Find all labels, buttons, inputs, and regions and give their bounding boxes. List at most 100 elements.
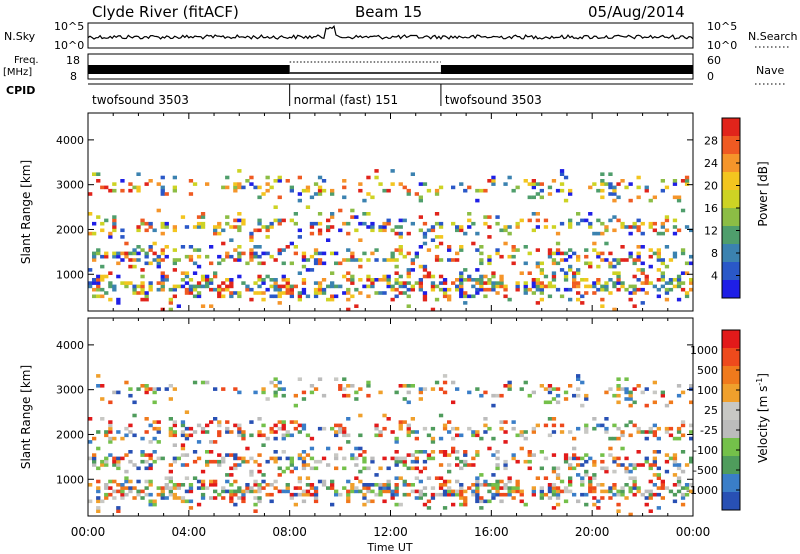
heatmap-cell: [459, 483, 464, 487]
heatmap-cell: [108, 400, 113, 405]
heatmap-cell: [499, 281, 504, 285]
heatmap-cell: [576, 393, 581, 398]
heatmap-cell: [277, 221, 282, 226]
heatmap-cell: [568, 254, 573, 259]
heatmap-cell: [463, 450, 468, 454]
heatmap-cell: [418, 496, 423, 500]
heatmap-cell: [547, 489, 553, 494]
heatmap-cell: [309, 221, 315, 226]
heatmap-cell: [576, 281, 581, 285]
heatmap-cell: [188, 489, 194, 494]
heatmap-cell: [491, 496, 496, 500]
heatmap-cell: [467, 463, 472, 467]
heatmap-cell: [152, 251, 157, 256]
heatmap-cell: [600, 284, 605, 289]
heatmap-cell: [330, 192, 335, 196]
heatmap-cell: [140, 384, 145, 388]
heatmap-cell: [217, 492, 222, 497]
heatmap-cell: [604, 182, 609, 186]
heatmap-cell: [624, 456, 629, 461]
heatmap-cell: [418, 195, 423, 200]
heatmap-cell: [217, 225, 222, 229]
heatmap-cell: [414, 450, 419, 454]
heatmap-cell: [321, 261, 327, 266]
heatmap-cell: [572, 436, 577, 441]
heatmap-cell: [132, 264, 137, 269]
heatmap-cell: [576, 268, 581, 272]
heatmap-cell: [342, 274, 347, 279]
heatmap-cell: [108, 297, 113, 302]
heatmap-cell: [108, 235, 113, 239]
heatmap-cell: [624, 496, 629, 500]
heatmap-cell: [680, 450, 686, 454]
heatmap-cell: [289, 241, 294, 246]
time-axis-label: Time UT: [366, 541, 412, 554]
heatmap-cell: [326, 486, 331, 490]
heatmap-cell: [184, 410, 190, 414]
heatmap-cell: [592, 463, 597, 467]
heatmap-cell: [551, 251, 557, 256]
heatmap-cell: [471, 278, 476, 282]
power-colorbar-label: Power [dB]: [756, 161, 770, 226]
heatmap-cell: [180, 271, 186, 275]
heatmap-cell: [616, 271, 621, 275]
heatmap-cell: [374, 175, 379, 180]
heatmap-cell: [233, 502, 238, 507]
heatmap-cell: [616, 195, 621, 200]
heatmap-cell: [535, 264, 540, 269]
heatmap-cell: [108, 426, 113, 431]
heatmap-cell: [281, 261, 286, 266]
heatmap-cell: [604, 281, 609, 285]
heatmap-cell: [128, 459, 133, 464]
heatmap-cell: [592, 231, 597, 236]
heatmap-cell: [116, 456, 121, 461]
heatmap-cell: [608, 218, 613, 223]
heatmap-cell: [495, 483, 500, 487]
heatmap-cell: [588, 212, 593, 216]
power-ylabel: Slant Range [km]: [19, 160, 33, 264]
heatmap-cell: [612, 271, 617, 275]
heatmap-cell: [386, 466, 391, 471]
heatmap-cell: [632, 284, 637, 289]
heatmap-cell: [301, 258, 307, 262]
heatmap-cell: [289, 291, 294, 295]
heatmap-cell: [225, 185, 230, 190]
heatmap-cell: [475, 231, 480, 236]
colorbar-swatch: [722, 280, 740, 299]
heatmap-cell: [350, 254, 355, 259]
heatmap-cell: [281, 274, 286, 279]
heatmap-cell: [346, 287, 351, 292]
heatmap-cell: [656, 258, 661, 262]
heatmap-cell: [535, 278, 540, 282]
heatmap-cell: [120, 251, 125, 256]
heatmap-cell: [370, 483, 375, 487]
heatmap-cell: [261, 278, 266, 282]
heatmap-cell: [406, 433, 411, 438]
heatmap-cell: [648, 264, 653, 269]
heatmap-cell: [148, 502, 153, 507]
heatmap-cell: [487, 254, 492, 259]
heatmap-cell: [648, 225, 653, 229]
heatmap-cell: [112, 225, 117, 229]
heatmap-cell: [350, 281, 355, 285]
colorbar-tick-label: 12: [704, 225, 718, 238]
heatmap-cell: [253, 254, 258, 259]
heatmap-cell: [144, 453, 149, 457]
colorbar-swatch: [722, 190, 740, 209]
heatmap-cell: [644, 185, 649, 190]
heatmap-cell: [132, 413, 137, 418]
heatmap-cell: [628, 182, 633, 186]
heatmap-cell: [644, 281, 649, 285]
heatmap-cell: [402, 459, 407, 464]
heatmap-cell: [297, 294, 302, 299]
heatmap-cell: [475, 496, 480, 500]
heatmap-cell: [253, 489, 258, 494]
heatmap-cell: [342, 486, 347, 490]
heatmap-cell: [172, 430, 177, 434]
heatmap-cell: [176, 456, 181, 461]
heatmap-cell: [313, 496, 319, 500]
heatmap-cell: [390, 496, 395, 500]
heatmap-cell: [531, 390, 536, 395]
heatmap-cell: [374, 169, 379, 173]
